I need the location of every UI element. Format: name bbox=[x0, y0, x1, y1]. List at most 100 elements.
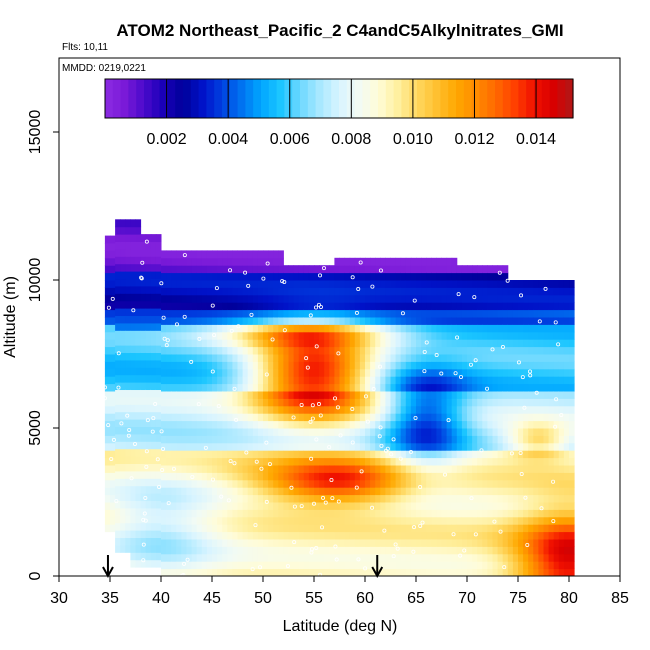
heatmap-cell bbox=[441, 553, 448, 562]
heatmap-cell bbox=[217, 280, 223, 288]
heatmap-cell bbox=[507, 561, 514, 570]
heatmap-cell bbox=[569, 331, 575, 340]
heatmap-cell bbox=[528, 287, 534, 296]
heatmap-cell bbox=[390, 398, 397, 407]
heatmap-cell bbox=[365, 391, 371, 399]
heatmap-cell bbox=[395, 391, 402, 399]
heatmap-cell bbox=[191, 413, 198, 422]
heatmap-cell bbox=[319, 465, 325, 473]
heatmap-cell bbox=[319, 479, 325, 488]
heatmap-cell bbox=[257, 331, 264, 340]
heatmap-cell bbox=[191, 487, 198, 496]
heatmap-cell bbox=[426, 391, 432, 399]
heatmap-cell bbox=[528, 472, 534, 481]
heatmap-cell bbox=[303, 531, 310, 540]
heatmap-cell bbox=[390, 531, 397, 540]
heatmap-cell bbox=[329, 428, 335, 436]
heatmap-cell bbox=[319, 391, 325, 399]
heatmap-cell bbox=[553, 287, 560, 296]
heatmap-cell bbox=[115, 293, 121, 302]
sample-point bbox=[157, 484, 162, 489]
heatmap-cell bbox=[140, 448, 147, 457]
heatmap-cell bbox=[232, 487, 238, 496]
heatmap-cell bbox=[222, 546, 228, 555]
heatmap-cell bbox=[201, 376, 208, 385]
heatmap-cell bbox=[502, 561, 509, 570]
heatmap-cell bbox=[538, 509, 544, 518]
heatmap-cell bbox=[150, 263, 157, 272]
heatmap-cell bbox=[410, 539, 417, 547]
heatmap-cell bbox=[319, 539, 325, 547]
heatmap-cell bbox=[206, 457, 213, 466]
heatmap-cell bbox=[227, 531, 233, 540]
heatmap-cell bbox=[308, 420, 315, 429]
heatmap-cell bbox=[115, 404, 121, 413]
heatmap-cell bbox=[308, 487, 315, 496]
heatmap-cell bbox=[385, 287, 391, 296]
heatmap-cell bbox=[161, 354, 167, 362]
heatmap-cell bbox=[370, 494, 376, 503]
heatmap-cell bbox=[140, 345, 147, 354]
heatmap-cell bbox=[186, 509, 193, 518]
heatmap-cell bbox=[232, 346, 238, 355]
heatmap-cell bbox=[482, 317, 488, 325]
heatmap-cell bbox=[538, 457, 544, 466]
heatmap-cell bbox=[472, 331, 478, 340]
heatmap-cell bbox=[319, 524, 325, 533]
sample-point bbox=[226, 498, 231, 503]
heatmap-cell bbox=[150, 256, 157, 265]
heatmap-cell bbox=[502, 420, 509, 429]
heatmap-cell bbox=[314, 324, 320, 333]
heatmap-cell bbox=[115, 485, 121, 494]
heatmap-cell bbox=[426, 361, 432, 370]
heatmap-cell bbox=[416, 531, 422, 540]
heatmap-cell bbox=[186, 442, 193, 451]
heatmap-cell bbox=[104, 509, 111, 518]
heatmap-cell bbox=[120, 315, 126, 324]
heatmap-cell bbox=[206, 391, 213, 399]
heatmap-cell bbox=[212, 302, 218, 311]
heatmap-cell bbox=[196, 561, 203, 570]
heatmap-cell bbox=[431, 405, 437, 414]
heatmap-cell bbox=[130, 285, 136, 294]
heatmap-cell bbox=[104, 420, 111, 429]
heatmap-cell bbox=[140, 559, 147, 568]
heatmap-cell bbox=[461, 376, 468, 385]
heatmap-cell bbox=[186, 546, 193, 555]
heatmap-cell bbox=[308, 494, 315, 503]
sample-point bbox=[249, 312, 254, 317]
heatmap-cell bbox=[467, 317, 473, 325]
heatmap-cell bbox=[140, 493, 147, 502]
heatmap-cell bbox=[217, 553, 223, 562]
heatmap-cell bbox=[227, 250, 233, 259]
heatmap-cell bbox=[217, 457, 223, 466]
heatmap-cell bbox=[467, 272, 473, 281]
heatmap-cell bbox=[196, 568, 203, 577]
heatmap-cell bbox=[298, 331, 305, 340]
heatmap-cell bbox=[334, 516, 340, 525]
heatmap-cell bbox=[482, 546, 488, 555]
heatmap-cell bbox=[487, 309, 493, 318]
colorbar-segment bbox=[424, 79, 434, 118]
heatmap-cell bbox=[237, 250, 244, 259]
heatmap-cell bbox=[191, 272, 198, 281]
heatmap-cell bbox=[558, 561, 565, 570]
heatmap-cell bbox=[125, 337, 131, 346]
heatmap-cell bbox=[492, 465, 499, 473]
heatmap-cell bbox=[359, 324, 366, 333]
heatmap-cell bbox=[196, 250, 203, 259]
heatmap-cell bbox=[365, 331, 371, 340]
heatmap-cell bbox=[553, 398, 560, 407]
heatmap-cell bbox=[375, 280, 381, 288]
sample-point bbox=[264, 440, 269, 445]
heatmap-cell bbox=[104, 265, 111, 274]
heatmap-cell bbox=[186, 457, 193, 466]
heatmap-cell bbox=[563, 280, 570, 288]
heatmap-cell bbox=[242, 465, 249, 473]
heatmap-cell bbox=[507, 280, 514, 288]
heatmap-cell bbox=[263, 420, 269, 429]
heatmap-cell bbox=[115, 493, 121, 502]
heatmap-cell bbox=[461, 457, 468, 466]
heatmap-cell bbox=[237, 361, 244, 370]
